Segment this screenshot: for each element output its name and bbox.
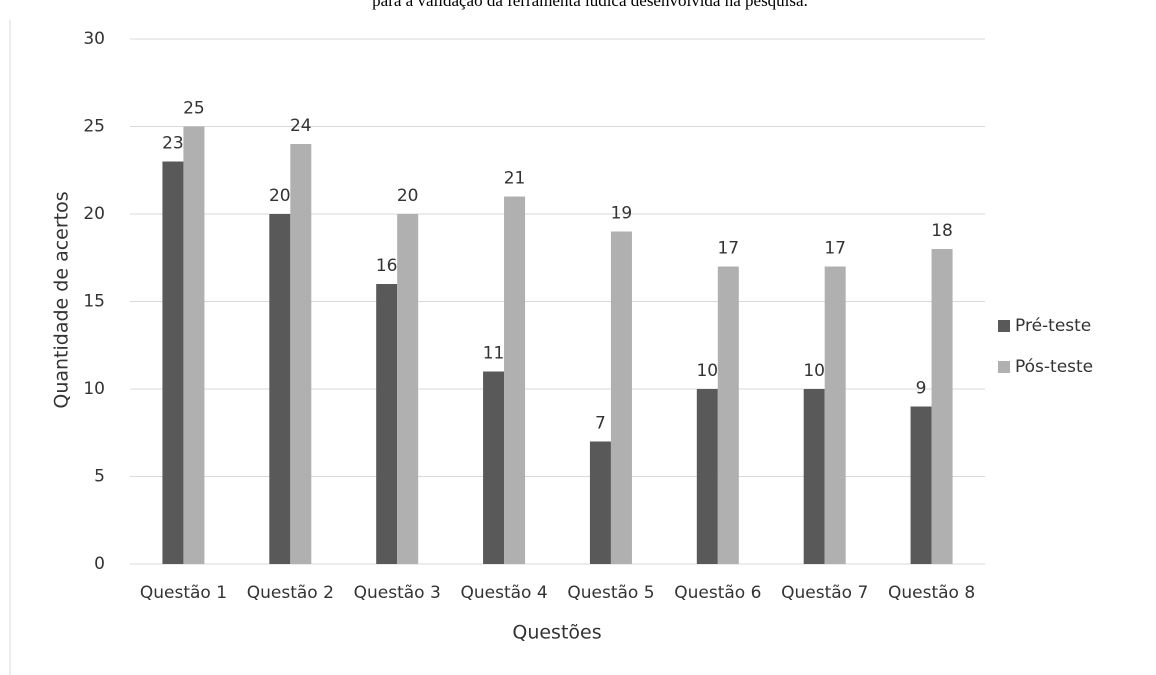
data-label: 17 xyxy=(824,239,846,259)
data-label: 16 xyxy=(376,256,398,276)
y-tick-label: 20 xyxy=(83,204,105,224)
y-axis-label: Quantidade de acertos xyxy=(51,191,73,408)
data-label: 9 xyxy=(916,379,927,399)
bar xyxy=(269,214,291,564)
bar xyxy=(589,441,611,564)
x-axis-label: Questões xyxy=(512,622,601,644)
data-label: 25 xyxy=(183,99,205,119)
x-tick-label: Questão 1 xyxy=(140,583,227,603)
bar xyxy=(803,389,825,564)
caption: para a validação da ferramenta lúdica de… xyxy=(372,0,808,10)
bar xyxy=(183,126,205,564)
x-tick-label: Questão 5 xyxy=(567,583,654,603)
x-tick-label: Questão 7 xyxy=(781,583,868,603)
bar xyxy=(504,196,526,564)
y-tick-label: 30 xyxy=(83,29,105,49)
data-label: 17 xyxy=(717,239,739,259)
data-label: 10 xyxy=(803,361,825,381)
data-label: 18 xyxy=(931,221,953,241)
bar xyxy=(397,214,419,564)
bar xyxy=(717,266,739,564)
y-tick-label: 15 xyxy=(83,292,105,312)
data-label: 23 xyxy=(162,134,184,154)
legend-label: Pós-teste xyxy=(1015,357,1093,377)
x-tick-label: Questão 6 xyxy=(674,583,761,603)
x-tick-label: Questão 8 xyxy=(888,583,975,603)
x-tick-label: Questão 4 xyxy=(460,583,547,603)
legend-swatch xyxy=(998,320,1010,332)
data-label: 20 xyxy=(397,186,419,206)
x-tick-label: Questão 3 xyxy=(354,583,441,603)
bar xyxy=(696,389,718,564)
bar xyxy=(483,371,505,564)
legend-label: Pré-teste xyxy=(1015,316,1091,336)
data-label: 24 xyxy=(290,116,312,136)
y-tick-label: 0 xyxy=(94,554,105,574)
y-tick-label: 25 xyxy=(83,117,105,137)
bar xyxy=(610,231,632,564)
bar xyxy=(910,406,932,564)
data-label: 19 xyxy=(611,204,633,224)
data-label: 11 xyxy=(483,344,505,364)
x-tick-label: Questão 2 xyxy=(247,583,334,603)
bar xyxy=(376,284,398,564)
y-tick-label: 10 xyxy=(83,379,105,399)
bar xyxy=(931,249,953,564)
bar xyxy=(290,144,312,564)
data-label: 20 xyxy=(269,186,291,206)
bar xyxy=(162,161,184,564)
legend-swatch xyxy=(998,361,1010,373)
data-label: 21 xyxy=(504,169,526,189)
data-label: 10 xyxy=(696,361,718,381)
data-label: 7 xyxy=(595,414,606,434)
bar xyxy=(824,266,846,564)
y-tick-label: 5 xyxy=(94,467,105,487)
